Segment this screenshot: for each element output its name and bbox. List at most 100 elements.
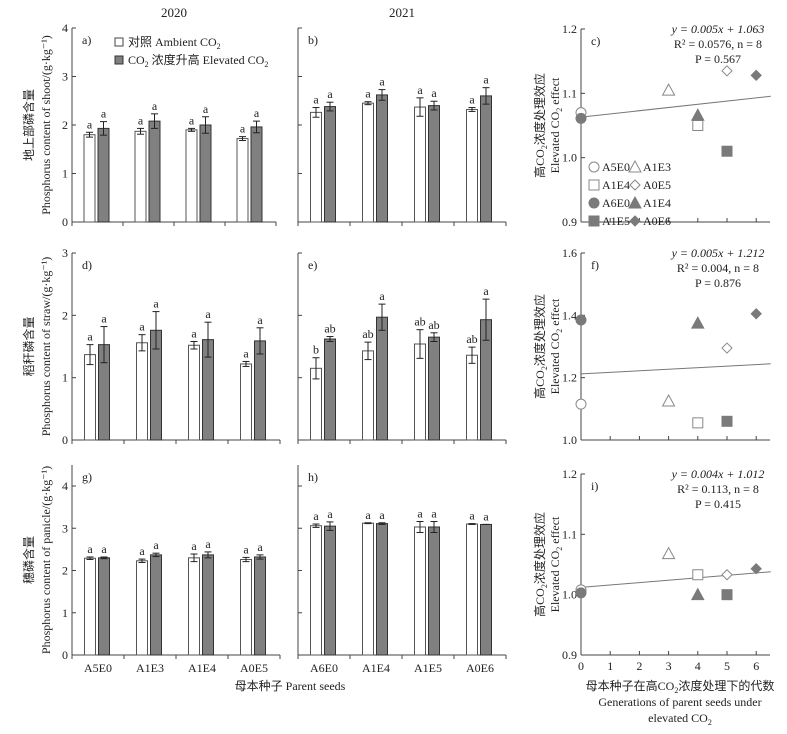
label-part: 高CO	[532, 370, 547, 399]
bar-ambient	[414, 526, 426, 656]
y-tick-label: 3	[62, 521, 68, 535]
bar-ambient	[188, 344, 200, 441]
x-tick-label: A5E0	[84, 661, 112, 675]
bar-ambient	[466, 354, 478, 441]
significance-letter: a	[327, 87, 333, 101]
legend-swatch-elevated	[114, 55, 124, 65]
x-tick-label: 1	[607, 659, 613, 673]
y-tick-label: 2	[62, 564, 68, 578]
y-tick-label: 4	[62, 479, 68, 493]
significance-letter: a	[417, 506, 423, 520]
col-title-2021: 2021	[389, 5, 415, 20]
bar-elevated	[202, 554, 214, 656]
significance-letter: a	[205, 307, 211, 321]
significance-letter: a	[243, 346, 249, 360]
regression-p: P = 0.567	[695, 52, 741, 66]
significance-letter: a	[153, 297, 159, 311]
significance-letter: a	[191, 539, 197, 553]
bar-elevated	[97, 127, 110, 223]
significance-letter: a	[152, 99, 158, 113]
bar-ambient	[310, 525, 322, 656]
bar-ambient	[84, 354, 96, 441]
x-tick-label: 3	[666, 659, 672, 673]
significance-letter: a	[257, 313, 263, 327]
significance-letter: a	[101, 312, 107, 326]
x-tick-label: A6E0	[310, 661, 338, 675]
label-part: Elevated CO	[548, 111, 562, 173]
scatter-y-axis-label-en: Elevated CO2 effect	[548, 516, 564, 612]
y-tick-label: 1.2	[562, 371, 577, 385]
data-point-a6e0	[575, 314, 587, 326]
legend-swatch-ambient	[114, 37, 124, 47]
label-sub: 2	[555, 108, 564, 112]
y-tick-label: 0.9	[562, 215, 577, 229]
significance-letter: ab	[466, 332, 477, 346]
regression-p: P = 0.415	[695, 497, 741, 511]
significance-letter: a	[191, 327, 197, 341]
significance-letter: a	[431, 506, 437, 520]
x-tick-label: A1E3	[136, 661, 164, 675]
scatter-y-axis-label-en: Elevated CO2 effect	[548, 298, 564, 394]
label-part: Elevated CO	[548, 332, 562, 394]
legend-text: 对照 Ambient CO	[128, 35, 217, 49]
regression-equation: y = 0.004x + 1.012	[671, 467, 765, 481]
bar-ambient	[466, 523, 478, 656]
y-tick-label: 3	[62, 246, 68, 260]
scatter-y-axis-label-cn: 高CO2浓度处理效应	[532, 512, 549, 617]
y-tick-label: 1	[62, 606, 68, 620]
bar-ambient	[84, 557, 96, 656]
x-tick-label: A1E4	[188, 661, 216, 675]
significance-letter: a	[87, 117, 93, 131]
significance-letter: a	[379, 75, 385, 89]
label-sub: 2	[540, 584, 549, 588]
y-tick-label: 0	[62, 433, 68, 447]
significance-letter: a	[257, 540, 263, 554]
bar-elevated	[376, 523, 388, 656]
y-tick-label: 2	[62, 118, 68, 132]
y-tick-label: 0	[62, 215, 68, 229]
panel-label-e: e)	[308, 258, 317, 272]
scatter-legend-label: A0E6	[643, 214, 671, 228]
bar-elevated	[254, 556, 266, 656]
bar-elevated	[98, 557, 110, 656]
y-tick-label: 0	[62, 648, 68, 662]
significance-letter: a	[417, 83, 423, 97]
scatter-legend-label: A1E5	[602, 214, 630, 228]
panel-label-h: h)	[308, 470, 318, 484]
x-tick-label: 2	[636, 659, 642, 673]
significance-letter: ab	[362, 327, 373, 341]
data-point-a5e0	[575, 398, 587, 410]
y-axis-label-en: Phosphorus content of straw/(g·kg⁻¹)	[39, 257, 53, 437]
significance-letter: a	[327, 507, 333, 521]
y-tick-label: 3	[62, 70, 68, 84]
legend-sub: 2	[217, 42, 221, 51]
x-tick-label: A1E5	[414, 661, 442, 675]
y-tick-label: 1.2	[562, 22, 577, 36]
regression-r2: R² = 0.0576, n = 8	[674, 37, 762, 51]
panel-label-g: g)	[82, 470, 92, 484]
panel-label-c: c)	[591, 34, 600, 48]
scatter-x-axis-label-en: Generations of parent seeds under	[598, 695, 761, 709]
bar-ambient	[185, 129, 198, 223]
significance-letter: a	[483, 509, 489, 523]
significance-letter: a	[313, 509, 319, 523]
legend-marker-square-open	[588, 179, 600, 191]
data-point-a0e6	[750, 308, 762, 320]
data-point-a0e5	[721, 342, 733, 354]
bar-ambient	[362, 522, 374, 656]
significance-letter: a	[254, 106, 260, 120]
significance-letter: a	[139, 320, 145, 334]
legend-label-elevated: CO2 浓度升高 Elevated CO2	[128, 52, 268, 69]
y-tick-label: 1.1	[562, 86, 577, 100]
scatter-legend-label: A1E4	[643, 196, 671, 210]
regression-line	[580, 571, 771, 588]
label-sub: 2	[540, 366, 549, 370]
data-point-a1e4	[692, 569, 704, 581]
bar-elevated	[148, 120, 161, 223]
bar-ambient	[466, 108, 478, 223]
